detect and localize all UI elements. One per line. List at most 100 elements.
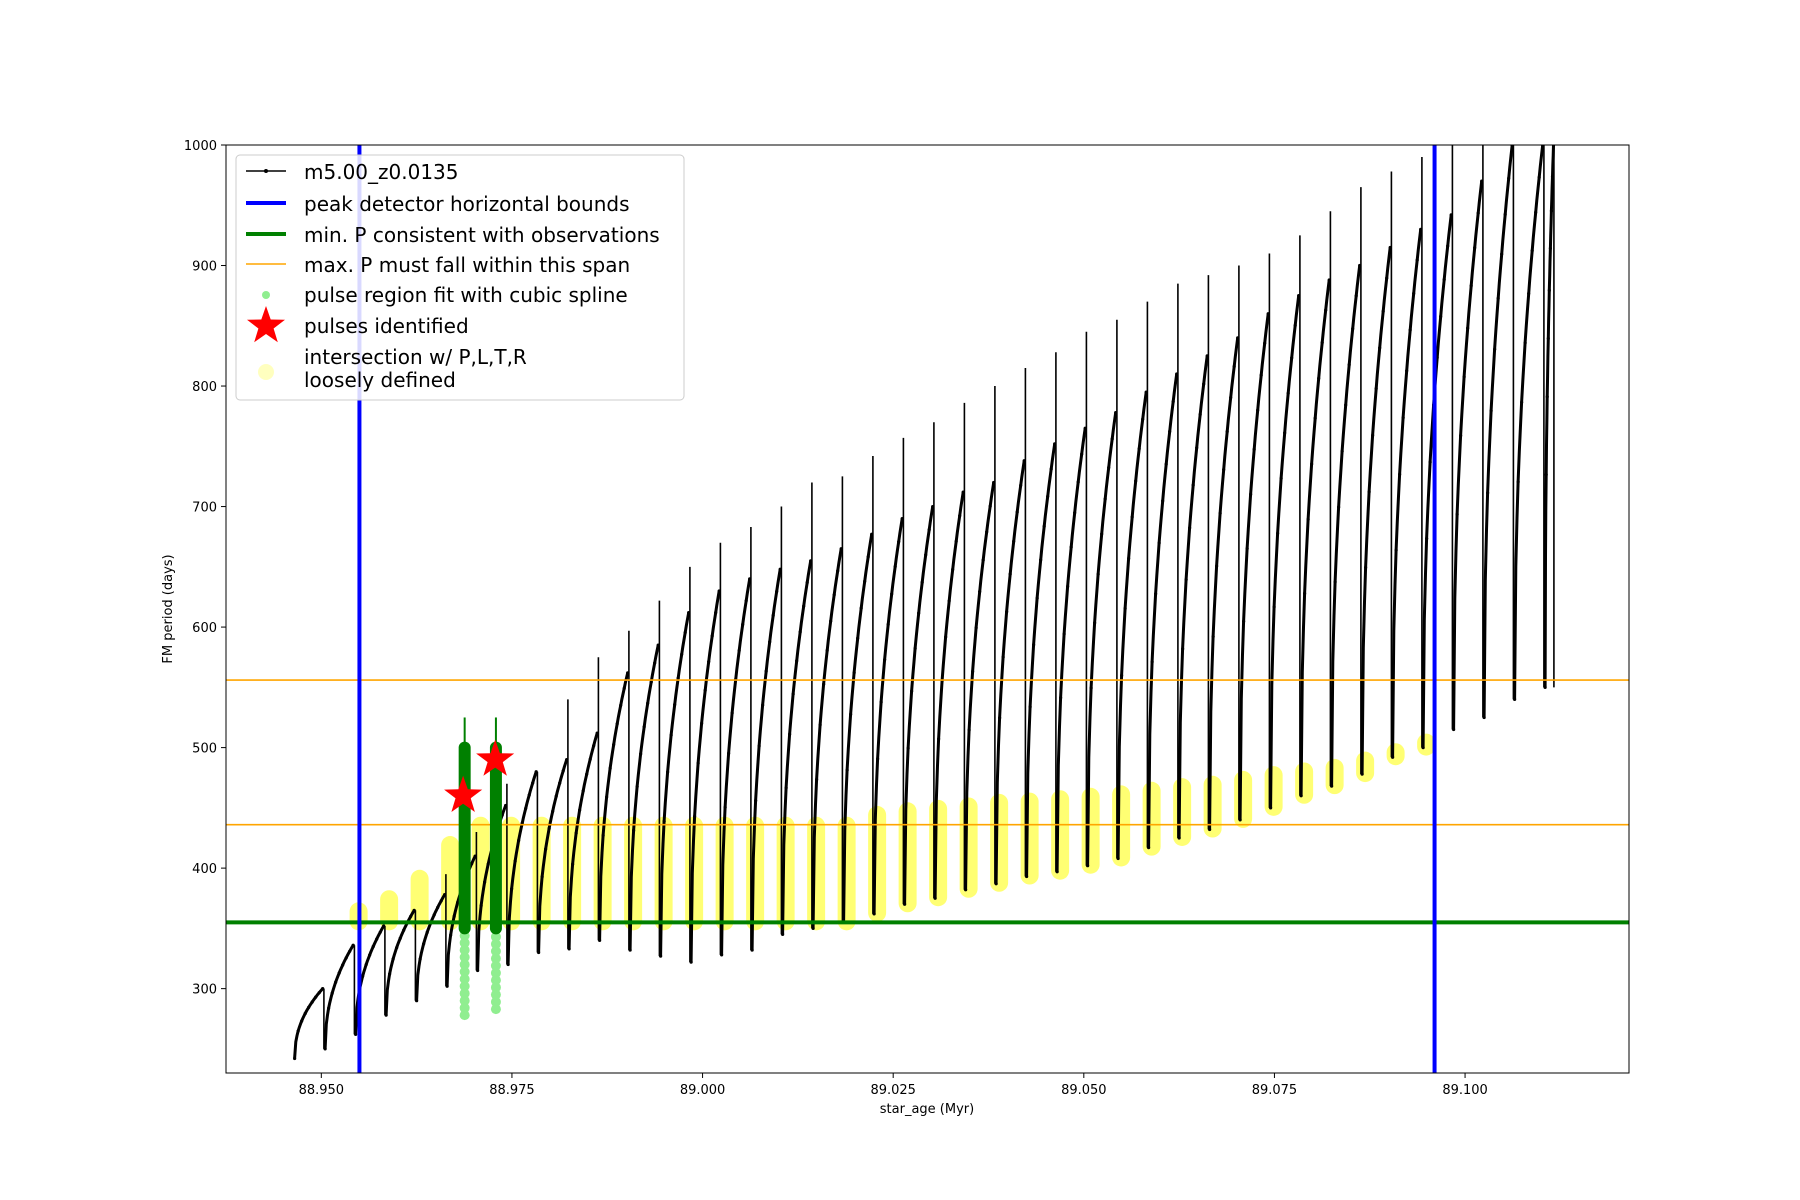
- intersection-band: [1081, 787, 1100, 874]
- track-point: [1513, 697, 1517, 701]
- legend-entry-span: max. P must fall within this span: [246, 253, 630, 277]
- track-point: [784, 786, 788, 790]
- track-point: [811, 926, 815, 930]
- track-point: [642, 725, 646, 729]
- legend-label-pulses: pulses identified: [304, 314, 469, 338]
- intersection-band: [1112, 785, 1131, 867]
- track-point: [409, 914, 413, 919]
- track-point: [1337, 505, 1341, 509]
- y-tick-label: 800: [192, 380, 217, 395]
- legend: m5.00_z0.0135 peak detector horizontal b…: [235, 154, 685, 401]
- spline-point: [490, 996, 501, 1007]
- track-point: [791, 692, 795, 696]
- track-point: [696, 761, 700, 765]
- track-point: [1534, 210, 1538, 214]
- track-point: [988, 504, 992, 508]
- track-point: [876, 757, 880, 761]
- track-point: [547, 826, 551, 831]
- track-point: [510, 887, 514, 891]
- track-point: [1449, 213, 1453, 217]
- track-point: [470, 862, 474, 866]
- track-point: [676, 676, 680, 680]
- track-point: [1103, 497, 1107, 501]
- track-point: [1381, 309, 1385, 313]
- track-point: [1181, 647, 1185, 651]
- track-point: [1324, 308, 1328, 312]
- track-point: [1083, 426, 1087, 430]
- track-point: [1015, 510, 1019, 514]
- track-point: [1147, 846, 1151, 850]
- track-point: [1364, 565, 1368, 570]
- track-point: [443, 893, 447, 897]
- track-point: [1035, 596, 1039, 600]
- track-point: [680, 652, 684, 656]
- track-point: [910, 689, 914, 693]
- track-point: [1388, 245, 1392, 250]
- track-point: [768, 640, 772, 644]
- intersection-band: [1417, 733, 1436, 756]
- track-point: [1290, 356, 1294, 360]
- track-point: [961, 490, 965, 494]
- track-point: [689, 960, 693, 964]
- track-point: [1225, 429, 1229, 434]
- track-point: [1347, 363, 1351, 367]
- spline-point: [490, 989, 501, 1000]
- track-point: [849, 712, 853, 716]
- track-point: [1507, 176, 1511, 180]
- track-point: [1415, 258, 1419, 262]
- track-point: [1401, 416, 1405, 420]
- track-point: [927, 528, 931, 532]
- track-point: [1452, 727, 1456, 732]
- track-point: [506, 962, 510, 967]
- track-point: [771, 613, 775, 618]
- track-point: [1175, 372, 1179, 376]
- intersection-band: [1203, 775, 1222, 838]
- spline-point: [459, 1002, 470, 1013]
- track-point: [524, 806, 528, 811]
- legend-label-span: max. P must fall within this span: [304, 253, 630, 277]
- track-point: [1374, 386, 1378, 391]
- track-point: [592, 744, 596, 748]
- track-point: [1150, 660, 1154, 664]
- track-point: [788, 732, 792, 736]
- track-point: [517, 838, 521, 843]
- track-point: [906, 746, 910, 750]
- track-point: [351, 943, 355, 947]
- track-point: [872, 912, 876, 916]
- track-point: [1263, 341, 1267, 345]
- track-point: [836, 569, 840, 573]
- track-point: [1062, 632, 1066, 636]
- track-point: [1222, 467, 1226, 472]
- track-point: [1114, 410, 1118, 415]
- track-point: [913, 646, 917, 651]
- intersection-band: [1234, 770, 1253, 828]
- track-point: [1428, 460, 1432, 464]
- track-point: [1208, 827, 1212, 832]
- track-point: [1297, 294, 1301, 298]
- spline-point: [490, 953, 501, 964]
- track-point: [1462, 375, 1466, 379]
- track-point: [486, 862, 490, 866]
- track-point: [388, 972, 392, 976]
- track-point: [870, 532, 874, 536]
- track-point: [1425, 537, 1429, 541]
- track-point: [1252, 447, 1256, 451]
- track-point: [1184, 578, 1188, 582]
- intersection-band: [1356, 751, 1375, 783]
- track-point: [687, 611, 691, 615]
- track-point: [992, 480, 996, 485]
- track-point: [730, 711, 734, 715]
- track-point: [893, 565, 897, 569]
- track-point: [1421, 745, 1425, 750]
- track-point: [619, 703, 623, 707]
- track-point: [1340, 449, 1344, 453]
- track-point: [622, 686, 626, 691]
- track-point: [886, 622, 890, 627]
- track-point: [565, 758, 569, 762]
- track-point: [748, 577, 752, 581]
- track-point: [1266, 312, 1270, 316]
- track-point: [1130, 515, 1134, 519]
- track-point: [402, 928, 406, 932]
- track-point: [723, 805, 727, 809]
- track-point: [540, 875, 544, 879]
